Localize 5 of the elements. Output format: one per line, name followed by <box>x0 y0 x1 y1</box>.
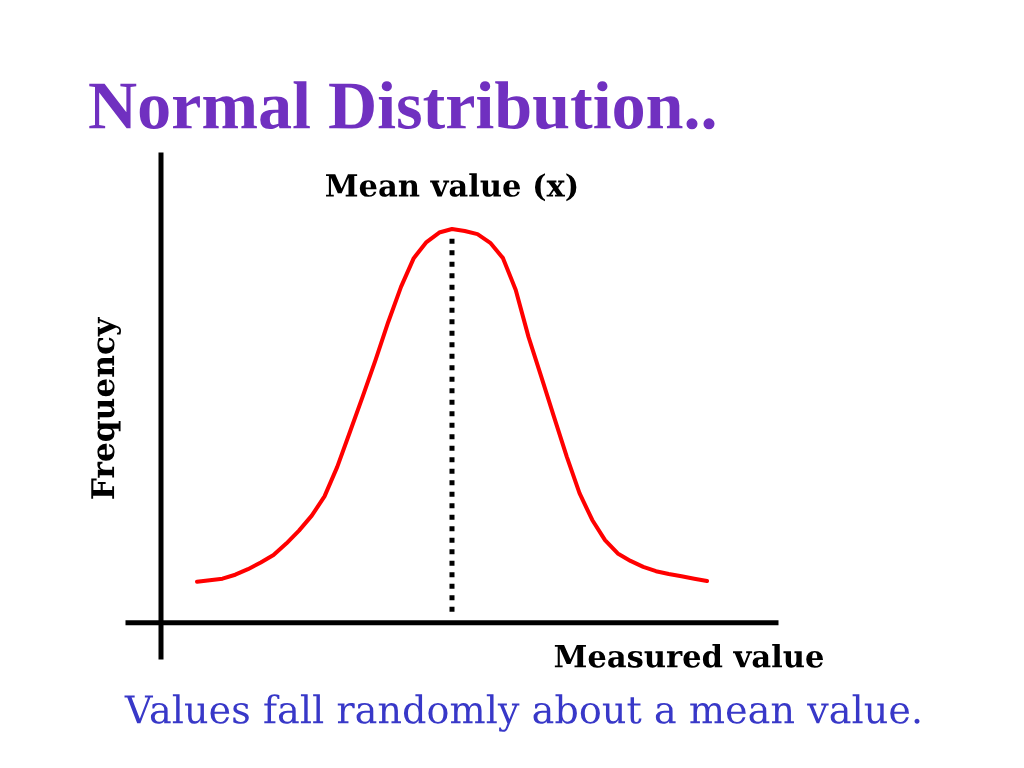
x-axis-title: Measured value <box>554 644 824 668</box>
text: Mean value (x) <box>326 173 577 202</box>
chart-title: Normal Distribution.. <box>89 81 715 130</box>
y-axis-title: Frequency <box>91 317 121 499</box>
text: Values fall randomly about a mean value. <box>124 694 920 732</box>
